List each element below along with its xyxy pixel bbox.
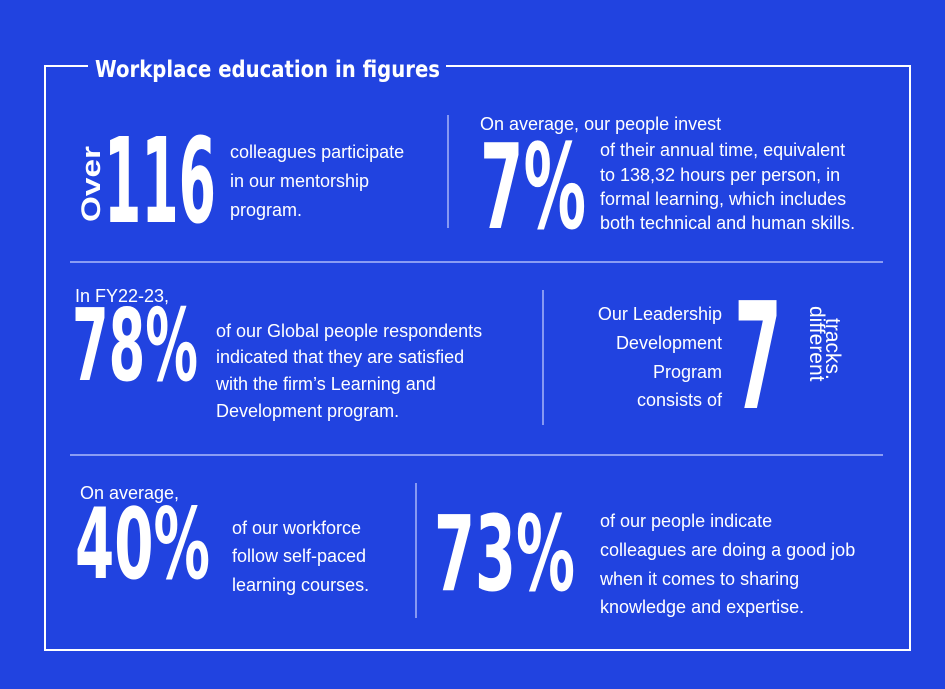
stat-figure: 40%: [75, 488, 210, 602]
stat-text: in our mentorship: [230, 171, 369, 191]
stat-text: of their annual time, equivalent: [600, 140, 845, 160]
stat-figure: 116: [104, 112, 216, 250]
stat-intro: In FY22-23,: [75, 286, 169, 306]
frame: [44, 65, 911, 651]
stat-text: colleagues are doing a good job: [600, 540, 855, 560]
stat-text: Development: [616, 333, 722, 353]
title: Workplace education in figures: [95, 57, 440, 83]
stat-figure: 7%: [480, 118, 586, 256]
stat-text: Our Leadership: [598, 304, 722, 324]
stat-text: colleagues participate: [230, 142, 404, 162]
stat-suffix: tracks.: [821, 318, 844, 380]
stat-figure: 73%: [434, 493, 575, 615]
stat-figure: 78%: [72, 287, 198, 404]
stat-text: consists of: [637, 390, 723, 410]
stat-prefix: Over: [76, 145, 106, 222]
stat-text: knowledge and expertise.: [600, 597, 804, 617]
title-backdrop: [88, 52, 446, 82]
stat-text: of our people indicate: [600, 511, 772, 531]
stat-text: program.: [230, 200, 302, 220]
stat-text: with the firm’s Learning and: [215, 374, 436, 394]
stat-text: learning courses.: [232, 575, 369, 595]
stat-text: Development program.: [216, 401, 399, 421]
stat-text: Program: [653, 362, 722, 382]
stat-text: to 138,32 hours per person, in: [600, 165, 840, 185]
stat-text: of our Global people respondents: [216, 321, 482, 341]
stat-text: indicated that they are satisfied: [216, 347, 464, 367]
stat-text: follow self-paced: [232, 546, 366, 566]
stat-intro: On average, our people invest: [480, 114, 721, 134]
stat-text: both technical and human skills.: [600, 213, 855, 233]
stat-figure: 7: [734, 271, 782, 443]
stat-text: when it comes to sharing: [599, 569, 799, 589]
stat-suffix: different: [805, 306, 828, 382]
stat-intro: On average,: [80, 483, 179, 503]
stat-text: of our workforce: [232, 518, 361, 538]
stat-text: formal learning, which includes: [600, 189, 846, 209]
